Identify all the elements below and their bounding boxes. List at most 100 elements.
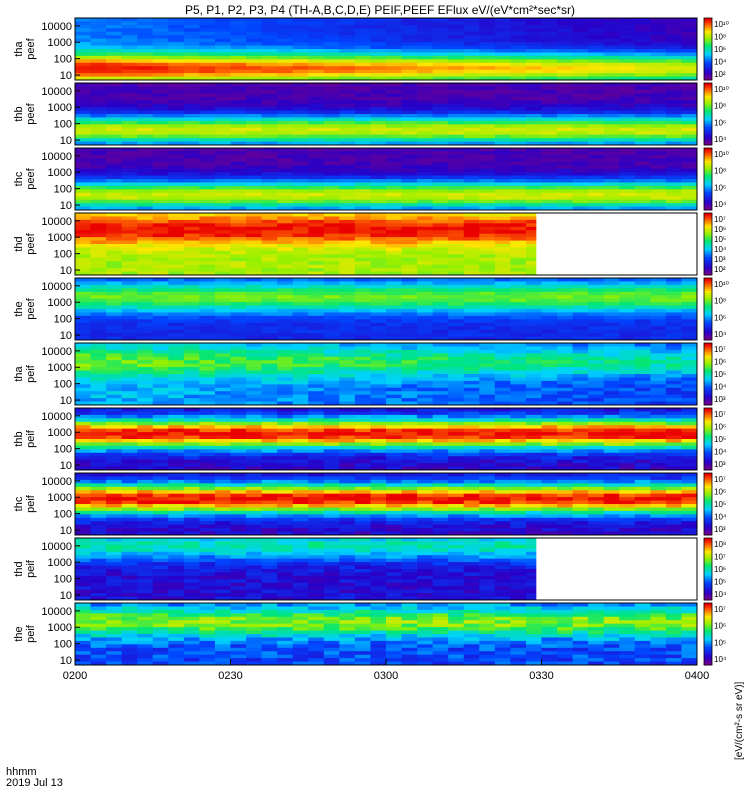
spectrogram-cell <box>277 394 294 399</box>
spectrogram-cell <box>308 165 325 170</box>
spectrogram-cell <box>557 93 574 98</box>
spectrogram-cell <box>75 240 92 245</box>
spectrogram-cell <box>261 89 278 94</box>
spectrogram-cell <box>603 206 620 211</box>
spectrogram-cell <box>588 52 605 57</box>
spectrogram-cell <box>510 411 527 416</box>
spectrogram-cell <box>106 312 123 317</box>
spectrogram-cell <box>619 179 636 183</box>
spectrogram-cell <box>168 127 185 132</box>
spectrogram-cell <box>525 343 543 347</box>
spectrogram-cell <box>121 356 138 361</box>
spectrogram-cell <box>370 138 387 143</box>
spectrogram-cell <box>525 89 543 94</box>
spectrogram-cell <box>152 309 169 313</box>
spectrogram-cell <box>168 356 185 361</box>
spectrogram-cell <box>650 326 667 331</box>
spectrogram-cell <box>121 384 138 389</box>
spectrogram-cell <box>588 291 605 296</box>
spectrogram-cell <box>479 250 496 255</box>
spectrogram-cell <box>650 291 667 296</box>
spectrogram-cell <box>277 268 294 273</box>
spectrogram-cell <box>261 120 278 125</box>
colorbar-segment <box>704 219 712 222</box>
spectrogram-cell <box>277 24 294 29</box>
spectrogram-cell <box>90 414 107 419</box>
spectrogram-cell <box>370 439 387 443</box>
spectrogram-cell <box>494 179 511 183</box>
spectrogram-cell <box>121 377 138 382</box>
spectrogram-cell <box>557 206 574 211</box>
spectrogram-cell <box>199 89 216 94</box>
spectrogram-cell <box>417 86 434 91</box>
spectrogram-cell <box>354 281 372 286</box>
spectrogram-cell <box>603 309 620 313</box>
spectrogram-cell <box>214 49 232 53</box>
spectrogram-cell <box>432 59 449 64</box>
spectrogram-cell <box>510 172 527 177</box>
spectrogram-cell <box>121 336 138 341</box>
spectrogram-cell <box>214 428 232 433</box>
spectrogram-cell <box>417 189 434 194</box>
spectrogram-cell <box>525 363 543 368</box>
spectrogram-cell <box>448 456 465 461</box>
spectrogram-cell <box>339 117 356 122</box>
spectrogram-cell <box>168 230 185 235</box>
spectrogram-cell <box>525 100 543 105</box>
colorbar-segment <box>704 105 712 109</box>
spectrogram-cell <box>106 349 123 354</box>
spectrogram-cell <box>494 93 511 98</box>
spectrogram-cell <box>214 42 232 47</box>
spectrogram-cell <box>541 291 558 296</box>
spectrogram-cell <box>619 172 636 177</box>
spectrogram-cell <box>354 179 372 183</box>
spectrogram-cell <box>246 302 263 307</box>
spectrogram-cell <box>541 394 558 399</box>
spectrogram-cell <box>168 196 185 201</box>
spectrogram-cell <box>121 172 138 177</box>
spectrogram-cell <box>152 185 169 190</box>
spectrogram-cell <box>277 76 294 81</box>
spectrogram-cell <box>277 398 294 403</box>
spectrogram-cell <box>121 161 138 166</box>
spectrogram-cell <box>432 271 449 276</box>
spectrogram-cell <box>541 463 558 468</box>
spectrogram-cell <box>510 203 527 208</box>
spectrogram-cell <box>494 114 511 118</box>
spectrogram-cell <box>106 21 123 26</box>
colorbar-segment <box>704 235 712 239</box>
spectrogram-cell <box>199 278 216 282</box>
spectrogram-cell <box>121 411 138 416</box>
spectrogram-cell <box>417 73 434 78</box>
spectrogram-cell <box>199 216 216 221</box>
spectrogram-cell <box>432 346 449 351</box>
spectrogram-cell <box>432 254 449 259</box>
colorbar-segment <box>704 22 712 25</box>
spectrogram-cell <box>152 466 169 471</box>
spectrogram-cell <box>401 134 418 139</box>
spectrogram-cell <box>354 76 372 81</box>
spectrogram-cell <box>448 305 465 310</box>
spectrogram-cell <box>494 161 511 166</box>
colorbar-segment <box>704 237 712 241</box>
spectrogram-cell <box>168 165 185 170</box>
spectrogram-cell <box>370 59 387 64</box>
spectrogram-cell <box>432 380 449 385</box>
spectrogram-cell <box>386 18 403 22</box>
spectrogram-cell <box>183 45 200 50</box>
spectrogram-cell <box>417 182 434 187</box>
colorbar-frame <box>703 17 713 81</box>
spectrogram-cell <box>494 158 511 163</box>
spectrogram-cell <box>386 363 403 368</box>
spectrogram-cell <box>603 281 620 286</box>
spectrogram-cell <box>681 62 697 67</box>
spectrogram-cell <box>572 377 589 382</box>
spectrogram-cell <box>479 117 496 122</box>
spectrogram-cell <box>650 165 667 170</box>
spectrogram-cell <box>572 172 589 177</box>
spectrogram-cell <box>199 298 216 303</box>
spectrogram-cell <box>106 240 123 245</box>
spectrogram-cell <box>448 103 465 108</box>
spectrogram-cell <box>106 158 123 163</box>
spectrogram-cell <box>525 298 543 303</box>
